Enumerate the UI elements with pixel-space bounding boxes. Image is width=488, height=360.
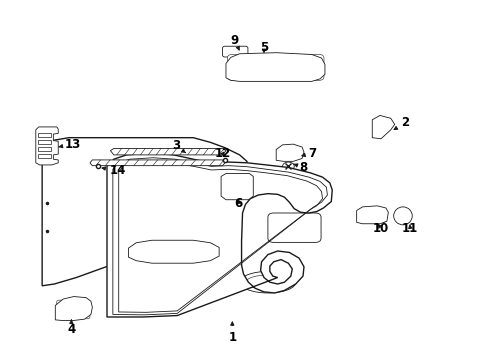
Polygon shape (221, 174, 253, 200)
Polygon shape (38, 154, 51, 158)
FancyBboxPatch shape (222, 46, 247, 57)
FancyBboxPatch shape (57, 300, 90, 319)
FancyBboxPatch shape (259, 62, 282, 75)
Text: 7: 7 (301, 147, 316, 159)
Text: 8: 8 (293, 161, 306, 174)
FancyBboxPatch shape (227, 54, 324, 80)
Text: 12: 12 (214, 147, 230, 159)
FancyBboxPatch shape (222, 182, 251, 197)
Text: 9: 9 (230, 33, 239, 50)
Ellipse shape (393, 207, 411, 225)
Text: 2: 2 (393, 116, 408, 130)
Polygon shape (38, 147, 51, 151)
FancyBboxPatch shape (236, 62, 259, 75)
Polygon shape (107, 153, 331, 317)
Polygon shape (128, 240, 219, 263)
FancyBboxPatch shape (357, 211, 385, 222)
Circle shape (282, 162, 294, 171)
Text: 14: 14 (102, 164, 125, 177)
Polygon shape (90, 160, 224, 166)
Circle shape (42, 154, 50, 159)
Text: 3: 3 (172, 139, 185, 153)
Text: 1: 1 (228, 322, 236, 344)
Polygon shape (371, 116, 394, 139)
Polygon shape (110, 148, 225, 155)
Polygon shape (356, 206, 387, 224)
Polygon shape (38, 133, 51, 137)
Ellipse shape (245, 275, 289, 289)
Polygon shape (276, 144, 304, 161)
Text: 5: 5 (259, 41, 267, 54)
Text: 6: 6 (234, 197, 242, 210)
Text: 4: 4 (67, 320, 75, 336)
FancyBboxPatch shape (267, 213, 321, 242)
Ellipse shape (240, 271, 295, 293)
Polygon shape (55, 297, 92, 320)
Ellipse shape (70, 194, 89, 221)
FancyBboxPatch shape (285, 62, 307, 75)
Text: 13: 13 (59, 138, 81, 150)
Polygon shape (36, 127, 58, 165)
Text: 11: 11 (401, 222, 418, 235)
Polygon shape (225, 53, 325, 81)
Text: 10: 10 (372, 222, 388, 235)
Polygon shape (38, 140, 51, 144)
Polygon shape (42, 138, 246, 286)
